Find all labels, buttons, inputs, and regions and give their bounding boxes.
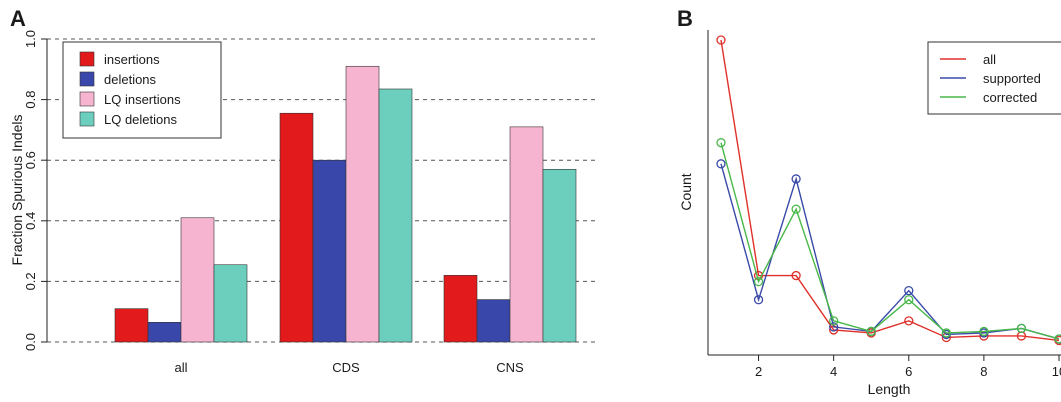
legend-swatch bbox=[79, 91, 95, 107]
y-tick-label: 1.0 bbox=[23, 30, 38, 48]
data-point bbox=[1016, 323, 1027, 334]
legend-swatch bbox=[79, 111, 95, 127]
bar bbox=[213, 264, 248, 343]
x-tick-label: 6 bbox=[905, 364, 912, 379]
series-line bbox=[720, 142, 1060, 340]
data-point bbox=[866, 326, 876, 337]
x-axis-title: Length bbox=[868, 381, 911, 397]
series-line bbox=[720, 163, 1060, 340]
legend: insertions deletions LQ insertions LQ delet… bbox=[62, 41, 222, 139]
x-tick-label: 4 bbox=[830, 364, 837, 379]
y-tick-label: 0.2 bbox=[23, 272, 38, 290]
bar bbox=[443, 275, 478, 343]
bar bbox=[345, 65, 380, 343]
x-tick-label: CNS bbox=[496, 360, 524, 375]
bar bbox=[114, 308, 149, 343]
data-point bbox=[753, 295, 764, 305]
data-point bbox=[941, 328, 951, 338]
bar bbox=[476, 299, 511, 343]
data-point bbox=[904, 295, 914, 305]
legend-label: LQ insertions bbox=[104, 92, 181, 107]
series-line bbox=[720, 39, 1060, 342]
bar bbox=[542, 168, 577, 343]
y-tick-label: 0.4 bbox=[23, 212, 38, 230]
legend-swatch bbox=[79, 51, 95, 67]
y-axis-title: Fraction Spurious Indels bbox=[9, 115, 25, 266]
bar bbox=[180, 217, 215, 343]
data-point bbox=[904, 286, 914, 296]
legend: all supported corrected bbox=[927, 41, 1061, 115]
panel-b-label: B bbox=[677, 6, 693, 31]
legend-label: insertions bbox=[104, 52, 160, 67]
x-tick-label: 2 bbox=[755, 364, 762, 379]
data-point bbox=[716, 35, 726, 45]
legend-label: corrected bbox=[983, 90, 1037, 105]
legend-label: LQ deletions bbox=[104, 112, 177, 127]
data-point bbox=[791, 270, 801, 281]
x-tick-label: CDS bbox=[332, 360, 360, 375]
data-point bbox=[753, 276, 764, 287]
data-point bbox=[716, 138, 726, 148]
legend-swatch bbox=[79, 71, 95, 87]
data-point bbox=[829, 322, 839, 332]
x-tick-label: 8 bbox=[980, 364, 987, 379]
data-point bbox=[979, 326, 989, 337]
x-axis-ticks: 2 4 6 8 10 bbox=[755, 355, 1061, 379]
y-tick-label: 0.0 bbox=[23, 333, 38, 351]
legend-label: all bbox=[983, 52, 996, 67]
y-tick-label: 0.6 bbox=[23, 151, 38, 169]
data-point bbox=[829, 316, 839, 326]
data-point bbox=[904, 316, 914, 326]
bar bbox=[312, 159, 347, 343]
legend-label: supported bbox=[983, 71, 1041, 86]
data-point bbox=[716, 159, 726, 169]
x-tick-label: 10 bbox=[1052, 364, 1061, 379]
y-tick-label: 0.8 bbox=[23, 91, 38, 109]
bars bbox=[114, 65, 577, 343]
bar bbox=[378, 88, 413, 343]
data-point bbox=[791, 204, 801, 214]
y-axis-ticks: 0.0 0.2 0.4 0.6 0.8 1.0 bbox=[23, 30, 47, 351]
y-axis-title: Count bbox=[678, 173, 694, 210]
legend-label: deletions bbox=[104, 72, 157, 87]
panel-b: B 2 4 6 8 10 Length Count all supported correc… bbox=[677, 6, 1061, 397]
data-point bbox=[1054, 334, 1061, 344]
x-axis-labels: all CDS CNS bbox=[174, 360, 524, 375]
panel-a-label: A bbox=[10, 6, 26, 31]
x-tick-label: all bbox=[174, 360, 187, 375]
bar bbox=[509, 126, 544, 343]
bar bbox=[279, 112, 314, 343]
panel-a: A 0.0 0.2 0.4 0.6 0.8 1.0 all CDS CNS Fraction … bbox=[9, 6, 596, 375]
bar bbox=[147, 322, 182, 343]
series-lines bbox=[716, 35, 1061, 346]
data-point bbox=[791, 174, 801, 184]
